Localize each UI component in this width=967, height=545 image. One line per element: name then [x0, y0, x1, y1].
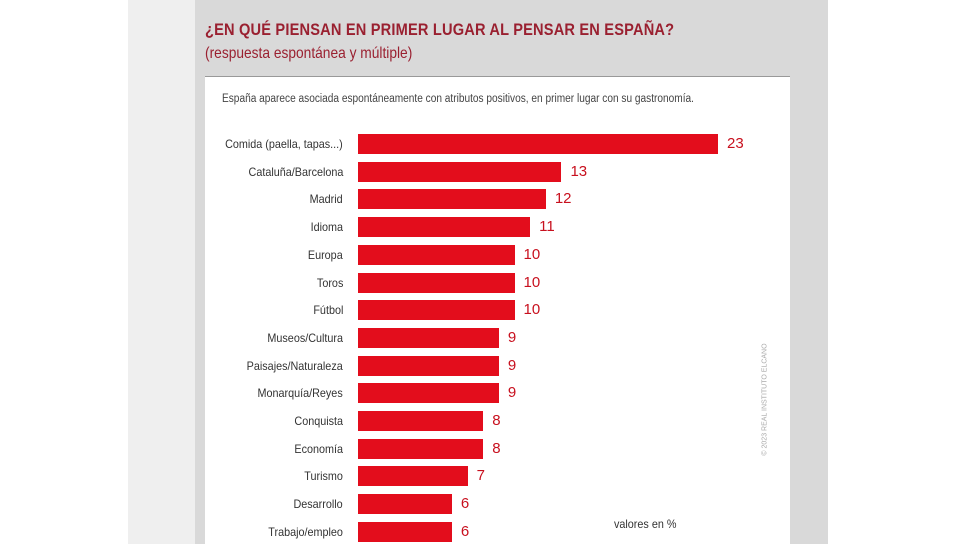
- chart-title: ¿EN QUÉ PIENSAN EN PRIMER LUGAR AL PENSA…: [205, 20, 675, 39]
- value-label: 10: [523, 301, 541, 319]
- category-label: Conquista: [294, 414, 343, 428]
- category-label: Museos/Cultura: [267, 330, 343, 345]
- bar: [358, 355, 499, 376]
- bar: [358, 521, 452, 542]
- bar: [358, 466, 468, 487]
- bar: [358, 134, 718, 154]
- chart-subtitle: (respuesta espontánea y múltiple): [205, 45, 413, 62]
- category-label: Monarquía/Reyes: [257, 386, 343, 401]
- value-label: 12: [554, 190, 572, 208]
- value-label: 10: [523, 273, 541, 291]
- bar: [358, 383, 499, 404]
- category-label: Europa: [308, 247, 343, 262]
- category-label: Comida (paella, tapas...): [225, 137, 343, 151]
- bar: [358, 244, 515, 265]
- bar: [358, 300, 515, 321]
- category-label: Paisajes/Naturaleza: [246, 358, 343, 373]
- value-label: 8: [492, 439, 501, 457]
- right-margin: [800, 0, 828, 544]
- category-label: Fútbol: [312, 303, 343, 318]
- value-label: 10: [523, 245, 541, 263]
- value-label: 6: [460, 495, 470, 513]
- bar: [358, 438, 484, 459]
- category-label: Desarrollo: [293, 497, 343, 512]
- left-margin: [128, 0, 195, 544]
- value-label: 9: [507, 356, 517, 374]
- value-label: 9: [507, 384, 517, 402]
- chart-description: España aparece asociada espontáneamente …: [222, 93, 694, 105]
- bar: [358, 217, 531, 238]
- copyright-note: © 2023 REAL INSTITUTO ELCANO: [761, 343, 769, 456]
- value-label: 13: [570, 162, 588, 180]
- bar: [358, 161, 562, 182]
- category-label: Trabajo/empleo: [268, 524, 343, 539]
- bar: [358, 494, 452, 515]
- value-label: 8: [492, 412, 501, 429]
- bar: [358, 327, 499, 348]
- value-label: 7: [476, 467, 485, 485]
- unit-note: valores en %: [614, 517, 677, 531]
- bar: [358, 189, 546, 210]
- category-label: Cataluña/Barcelona: [248, 164, 343, 179]
- category-label: Idioma: [310, 220, 343, 235]
- category-label: Madrid: [309, 192, 343, 207]
- value-label: 23: [727, 135, 744, 152]
- category-label: Toros: [316, 275, 343, 290]
- value-label: 9: [507, 328, 517, 346]
- value-label: 6: [460, 522, 470, 540]
- bar: [358, 411, 484, 431]
- value-label: 11: [539, 218, 555, 236]
- category-label: Economía: [294, 441, 343, 456]
- bar: [358, 272, 515, 293]
- category-label: Turismo: [304, 469, 343, 484]
